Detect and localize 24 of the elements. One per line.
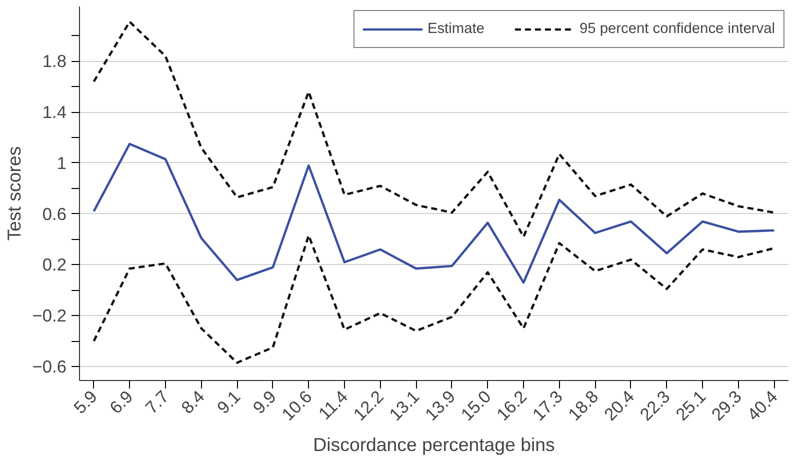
y-axis-title: Test scores <box>3 146 24 241</box>
legend-label: Estimate <box>427 21 484 37</box>
y-tick-label: 1.8 <box>42 51 67 72</box>
x-tick-label: 9.9 <box>248 386 280 418</box>
x-tick-label: 5.9 <box>70 386 101 418</box>
x-tick-label: 6.9 <box>106 386 137 418</box>
x-tick-label: 13.1 <box>385 386 424 424</box>
x-tick-label: 25.1 <box>672 386 710 424</box>
y-tick-label: 1 <box>56 152 67 173</box>
y-tick-label: 0.2 <box>42 254 67 275</box>
line-series <box>92 142 776 284</box>
x-tick-label: 11.4 <box>314 386 352 424</box>
line-series <box>92 234 776 364</box>
x-tick-label: 7.7 <box>141 386 173 418</box>
y-tick-label: 0.6 <box>42 204 67 224</box>
x-axis-title: Discordance percentage bins <box>313 434 555 455</box>
y-tick-label: 1.4 <box>42 102 67 122</box>
x-tick-label: 8.4 <box>177 386 209 418</box>
y-tick-label: −0.2 <box>32 306 67 326</box>
x-tick-label: 9.1 <box>212 386 244 418</box>
x-tick-label: 40.4 <box>743 386 782 424</box>
legend-label: 95 percent confidence interval <box>579 21 775 37</box>
line-series <box>92 20 776 238</box>
y-tick-label: −0.6 <box>32 356 67 377</box>
